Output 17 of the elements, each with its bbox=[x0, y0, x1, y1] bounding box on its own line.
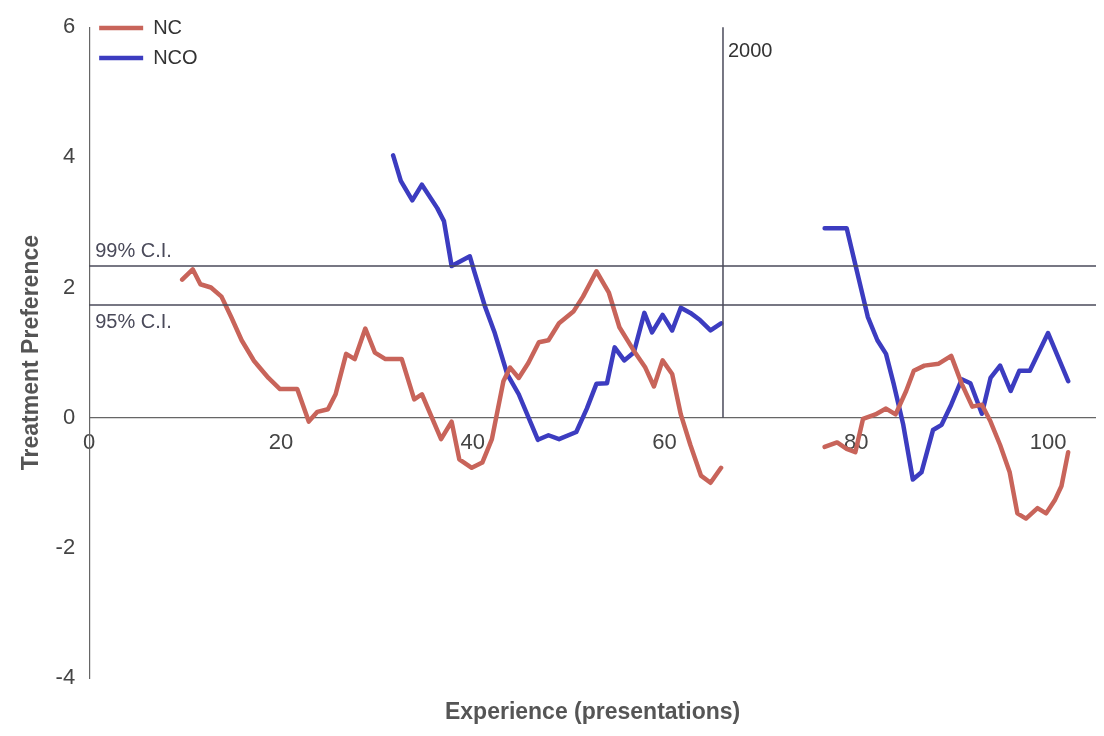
x-axis-title: Experience (presentations) bbox=[444, 697, 741, 724]
legend-label: NCO bbox=[153, 45, 198, 68]
x-tick-label: 60 bbox=[652, 428, 677, 454]
y-tick-label: -4 bbox=[55, 664, 76, 690]
y-tick-label: 2 bbox=[62, 273, 76, 299]
x-tick-label: 40 bbox=[460, 428, 485, 454]
y-tick-label: 4 bbox=[62, 143, 76, 169]
y-axis-title: Treatment Preference bbox=[17, 234, 44, 471]
legend-label: NC bbox=[153, 15, 183, 38]
x-tick-label: 100 bbox=[1029, 428, 1067, 454]
y-tick-label: 6 bbox=[62, 13, 76, 39]
x-tick-label: 20 bbox=[268, 428, 294, 454]
y-tick-label: 0 bbox=[62, 403, 76, 429]
ref-line-label: 95% C.I. bbox=[95, 309, 172, 332]
ref-line-label: 99% C.I. bbox=[95, 238, 172, 261]
annotation: 2000 bbox=[727, 38, 773, 61]
y-tick-label: -2 bbox=[55, 533, 76, 559]
